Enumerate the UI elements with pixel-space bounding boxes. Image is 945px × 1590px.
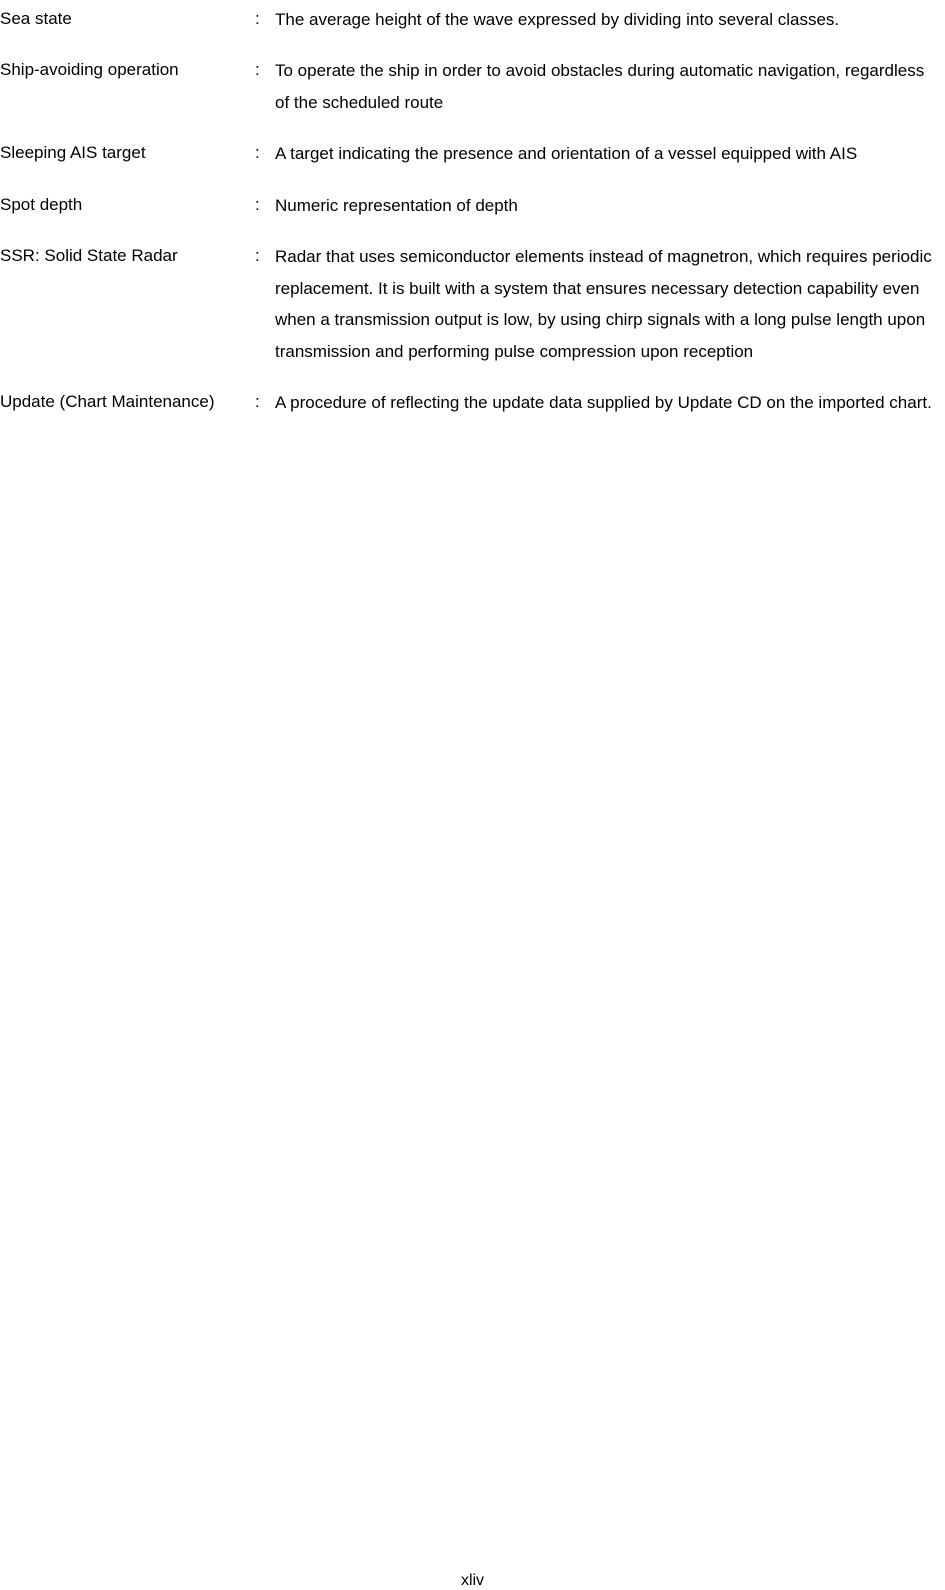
glossary-entry: SSR: Solid State Radar : Radar that uses… xyxy=(0,241,945,367)
glossary-entry: Ship-avoiding operation : To operate the… xyxy=(0,55,945,118)
glossary-term: Ship-avoiding operation xyxy=(0,55,255,86)
glossary-entry: Sea state : The average height of the wa… xyxy=(0,4,945,35)
glossary-definition: Radar that uses semiconductor elements i… xyxy=(275,241,945,367)
page-number: xliv xyxy=(0,1572,945,1590)
glossary-term: Update (Chart Maintenance) xyxy=(0,387,255,418)
glossary-definition: Numeric representation of depth xyxy=(275,190,945,221)
colon-separator: : xyxy=(255,241,275,272)
colon-separator: : xyxy=(255,190,275,221)
glossary-term: Spot depth xyxy=(0,190,255,221)
colon-separator: : xyxy=(255,138,275,169)
glossary-definition: The average height of the wave expressed… xyxy=(275,4,945,35)
colon-separator: : xyxy=(255,55,275,86)
colon-separator: : xyxy=(255,387,275,418)
glossary-definition: To operate the ship in order to avoid ob… xyxy=(275,55,945,118)
glossary-term: Sea state xyxy=(0,4,255,35)
glossary-entry: Update (Chart Maintenance) : A procedure… xyxy=(0,387,945,418)
glossary-definition: A target indicating the presence and ori… xyxy=(275,138,945,169)
glossary-term: Sleeping AIS target xyxy=(0,138,255,169)
glossary-entry: Sleeping AIS target : A target indicatin… xyxy=(0,138,945,169)
glossary-definition: A procedure of reflecting the update dat… xyxy=(275,387,945,418)
glossary-entry: Spot depth : Numeric representation of d… xyxy=(0,190,945,221)
glossary-content: Sea state : The average height of the wa… xyxy=(0,0,945,418)
colon-separator: : xyxy=(255,4,275,35)
glossary-term: SSR: Solid State Radar xyxy=(0,241,255,272)
